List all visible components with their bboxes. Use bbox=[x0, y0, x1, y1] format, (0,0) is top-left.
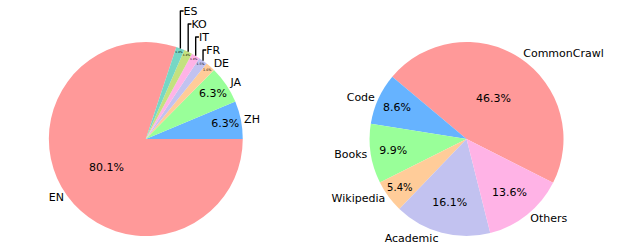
svg-text:DE: DE bbox=[214, 57, 229, 70]
svg-text:Wikipedia: Wikipedia bbox=[332, 192, 386, 205]
svg-text:1.5%: 1.5% bbox=[197, 62, 205, 66]
svg-text:FR: FR bbox=[206, 44, 220, 57]
svg-text:Code: Code bbox=[347, 91, 375, 104]
svg-text:6.3%: 6.3% bbox=[199, 87, 227, 100]
svg-text:9.9%: 9.9% bbox=[379, 144, 407, 157]
svg-text:KO: KO bbox=[191, 18, 207, 31]
svg-text:5.4%: 5.4% bbox=[387, 182, 412, 193]
svg-text:Others: Others bbox=[530, 212, 567, 225]
svg-text:CommonCrawl: CommonCrawl bbox=[523, 47, 604, 60]
svg-text:1.6%: 1.6% bbox=[203, 68, 211, 72]
svg-text:1.4%: 1.4% bbox=[190, 57, 198, 61]
svg-text:16.1%: 16.1% bbox=[432, 196, 467, 209]
svg-text:1.4%: 1.4% bbox=[175, 50, 183, 54]
svg-text:80.1%: 80.1% bbox=[89, 161, 124, 174]
svg-text:1.4%: 1.4% bbox=[183, 53, 191, 57]
svg-text:Academic: Academic bbox=[385, 232, 439, 245]
svg-text:ZH: ZH bbox=[244, 113, 260, 126]
svg-text:8.6%: 8.6% bbox=[383, 101, 411, 114]
svg-text:13.6%: 13.6% bbox=[492, 186, 527, 199]
svg-text:EN: EN bbox=[49, 191, 64, 204]
svg-text:IT: IT bbox=[199, 31, 209, 44]
svg-text:6.3%: 6.3% bbox=[211, 117, 239, 130]
svg-text:JA: JA bbox=[229, 76, 241, 89]
svg-text:ES: ES bbox=[184, 5, 198, 18]
svg-text:46.3%: 46.3% bbox=[476, 92, 511, 105]
svg-text:Books: Books bbox=[334, 148, 367, 161]
